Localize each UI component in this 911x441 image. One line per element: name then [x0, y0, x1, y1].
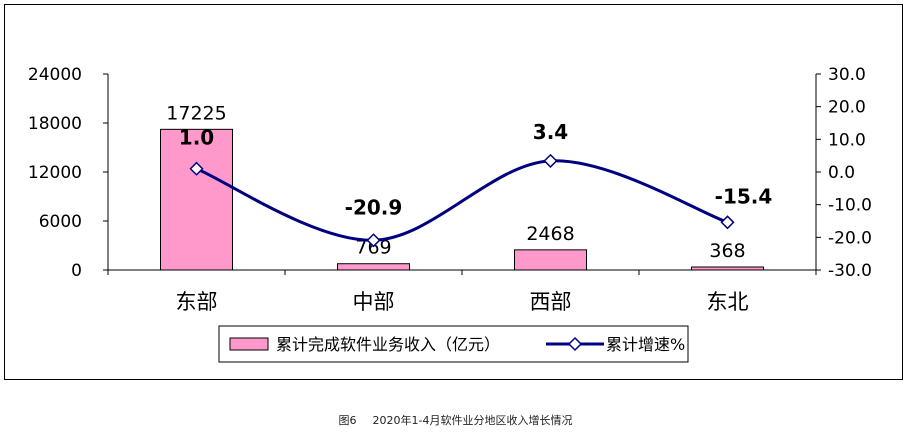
left-tick-label: 6000	[39, 212, 82, 232]
legend-line-marker	[567, 336, 583, 352]
chart-frame	[4, 4, 903, 380]
left-tick-label: 18000	[28, 114, 82, 134]
legend-bar-swatch	[229, 337, 269, 351]
x-category-label: 西部	[530, 290, 572, 314]
line-point-marker	[543, 153, 558, 168]
x-category-label: 东北	[707, 290, 749, 314]
bar-value-label: 17225	[166, 102, 226, 124]
left-tick-label: 12000	[28, 163, 82, 183]
left-tick-label: 0	[71, 261, 82, 281]
bar-0	[160, 128, 233, 271]
bar-2	[514, 249, 587, 271]
line-value-label: 1.0	[179, 126, 214, 150]
figure-title: 2020年1-4月软件业分地区收入增长情况	[372, 414, 573, 427]
line-value-label: -20.9	[345, 195, 403, 219]
x-category-label: 中部	[353, 290, 395, 314]
right-tick-label: -30.0	[828, 261, 872, 281]
legend-bar-label: 累计完成软件业务收入（亿元）	[276, 335, 500, 354]
legend-box	[218, 325, 689, 363]
figure-caption: 图6 2020年1-4月软件业分地区收入增长情况	[0, 412, 911, 428]
right-tick-label: -10.0	[828, 196, 872, 216]
right-tick-label: 0.0	[828, 163, 855, 183]
bar-3	[691, 266, 764, 271]
figure-number: 图6	[338, 414, 357, 427]
x-category-label: 东部	[176, 290, 218, 314]
bar-1	[337, 263, 410, 271]
line-point-marker	[366, 233, 381, 248]
right-tick-label: 30.0	[828, 65, 866, 85]
legend-line-label: 累计增速%	[606, 335, 685, 354]
line-point-marker	[189, 161, 204, 176]
bar-value-label: 769	[355, 237, 391, 259]
line-value-label: -15.4	[715, 184, 773, 208]
right-tick-label: 10.0	[828, 130, 866, 150]
right-tick-label: 20.0	[828, 98, 866, 118]
bar-value-label: 2468	[526, 223, 574, 245]
left-tick-label: 24000	[28, 65, 82, 85]
growth-line	[195, 159, 728, 242]
line-value-label: 3.4	[533, 120, 568, 144]
right-tick-label: -20.0	[828, 228, 872, 248]
chart: 0 6000 12000 18000 24000 -30.0 -20.0 -10.0 0.0 10…	[28, 65, 872, 363]
line-point-marker	[720, 215, 735, 230]
bar-value-label: 368	[709, 240, 745, 262]
